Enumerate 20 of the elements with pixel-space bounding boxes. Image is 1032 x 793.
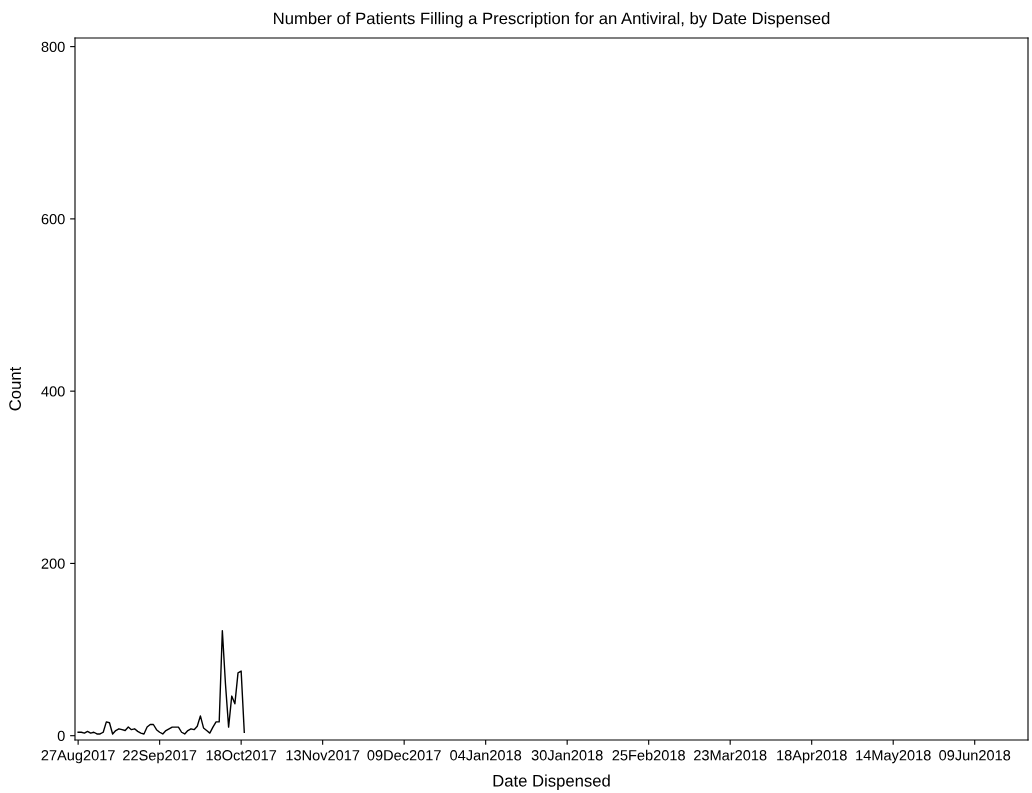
x-axis-title: Date Dispensed [493, 774, 610, 790]
chart-title: Number of Patients Filling a Prescription for an Antiviral, by Date Dispensed [274, 12, 830, 28]
x-tick-label: 18Apr2018 [777, 750, 847, 764]
x-tick-label: 23Mar2018 [694, 750, 767, 761]
x-tick-label: 09Jun2018 [939, 750, 1011, 761]
x-tick-label: 18Oct2017 [206, 750, 277, 761]
y-tick-label: 600 [41, 213, 65, 225]
x-tick-label: 27Aug2017 [41, 750, 115, 764]
y-tick-label: 800 [41, 41, 65, 53]
x-tick-label: 30Jan2018 [531, 750, 603, 761]
x-tick-label: 09Dec2017 [367, 750, 441, 761]
x-tick-label: 04Jan2018 [450, 750, 522, 761]
x-tick-label: 14May2018 [856, 750, 931, 764]
x-tick-label: 13Nov2017 [286, 750, 360, 761]
y-tick-label: 200 [41, 558, 65, 569]
y-axis-title: Count [9, 366, 21, 411]
y-tick-label: 0 [57, 730, 65, 742]
x-tick-label: 25Feb2018 [612, 749, 685, 761]
y-tick-label: 400 [41, 386, 65, 397]
x-tick-label: 22Sep2017 [123, 750, 197, 764]
